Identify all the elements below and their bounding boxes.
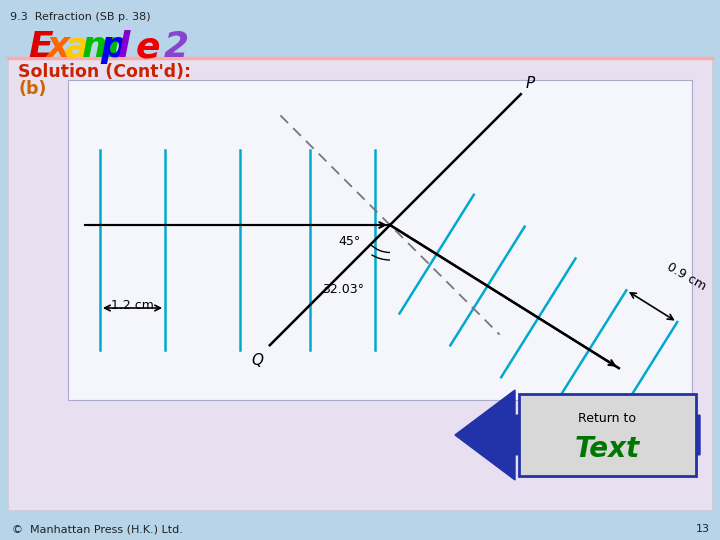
Text: Text: Text (575, 435, 640, 463)
Text: p: p (100, 30, 126, 64)
Text: x: x (46, 30, 69, 64)
Text: 1.2 cm: 1.2 cm (111, 299, 153, 312)
Bar (8, 58, 712, 510)
Text: Solution (Cont'd):: Solution (Cont'd): (18, 63, 191, 81)
Text: a: a (64, 30, 89, 64)
Bar (68, 80, 692, 400)
Text: Q: Q (252, 353, 264, 368)
Text: (b): (b) (18, 80, 46, 98)
Text: Return to: Return to (578, 413, 636, 426)
Text: e: e (136, 30, 161, 64)
Text: 2: 2 (164, 30, 189, 64)
Bar (519, 394, 696, 476)
Text: 13: 13 (696, 524, 710, 534)
Text: 9.3  Refraction (SB p. 38): 9.3 Refraction (SB p. 38) (10, 12, 150, 22)
Text: 0.9 cm: 0.9 cm (665, 260, 708, 293)
Text: P: P (526, 76, 535, 91)
Text: E: E (28, 30, 53, 64)
Polygon shape (455, 390, 700, 480)
Text: 32.03°: 32.03° (322, 283, 364, 296)
Text: l: l (118, 30, 130, 64)
Text: 45°: 45° (338, 235, 360, 248)
Text: m: m (82, 30, 120, 64)
Text: ©  Manhattan Press (H.K.) Ltd.: © Manhattan Press (H.K.) Ltd. (12, 524, 183, 534)
